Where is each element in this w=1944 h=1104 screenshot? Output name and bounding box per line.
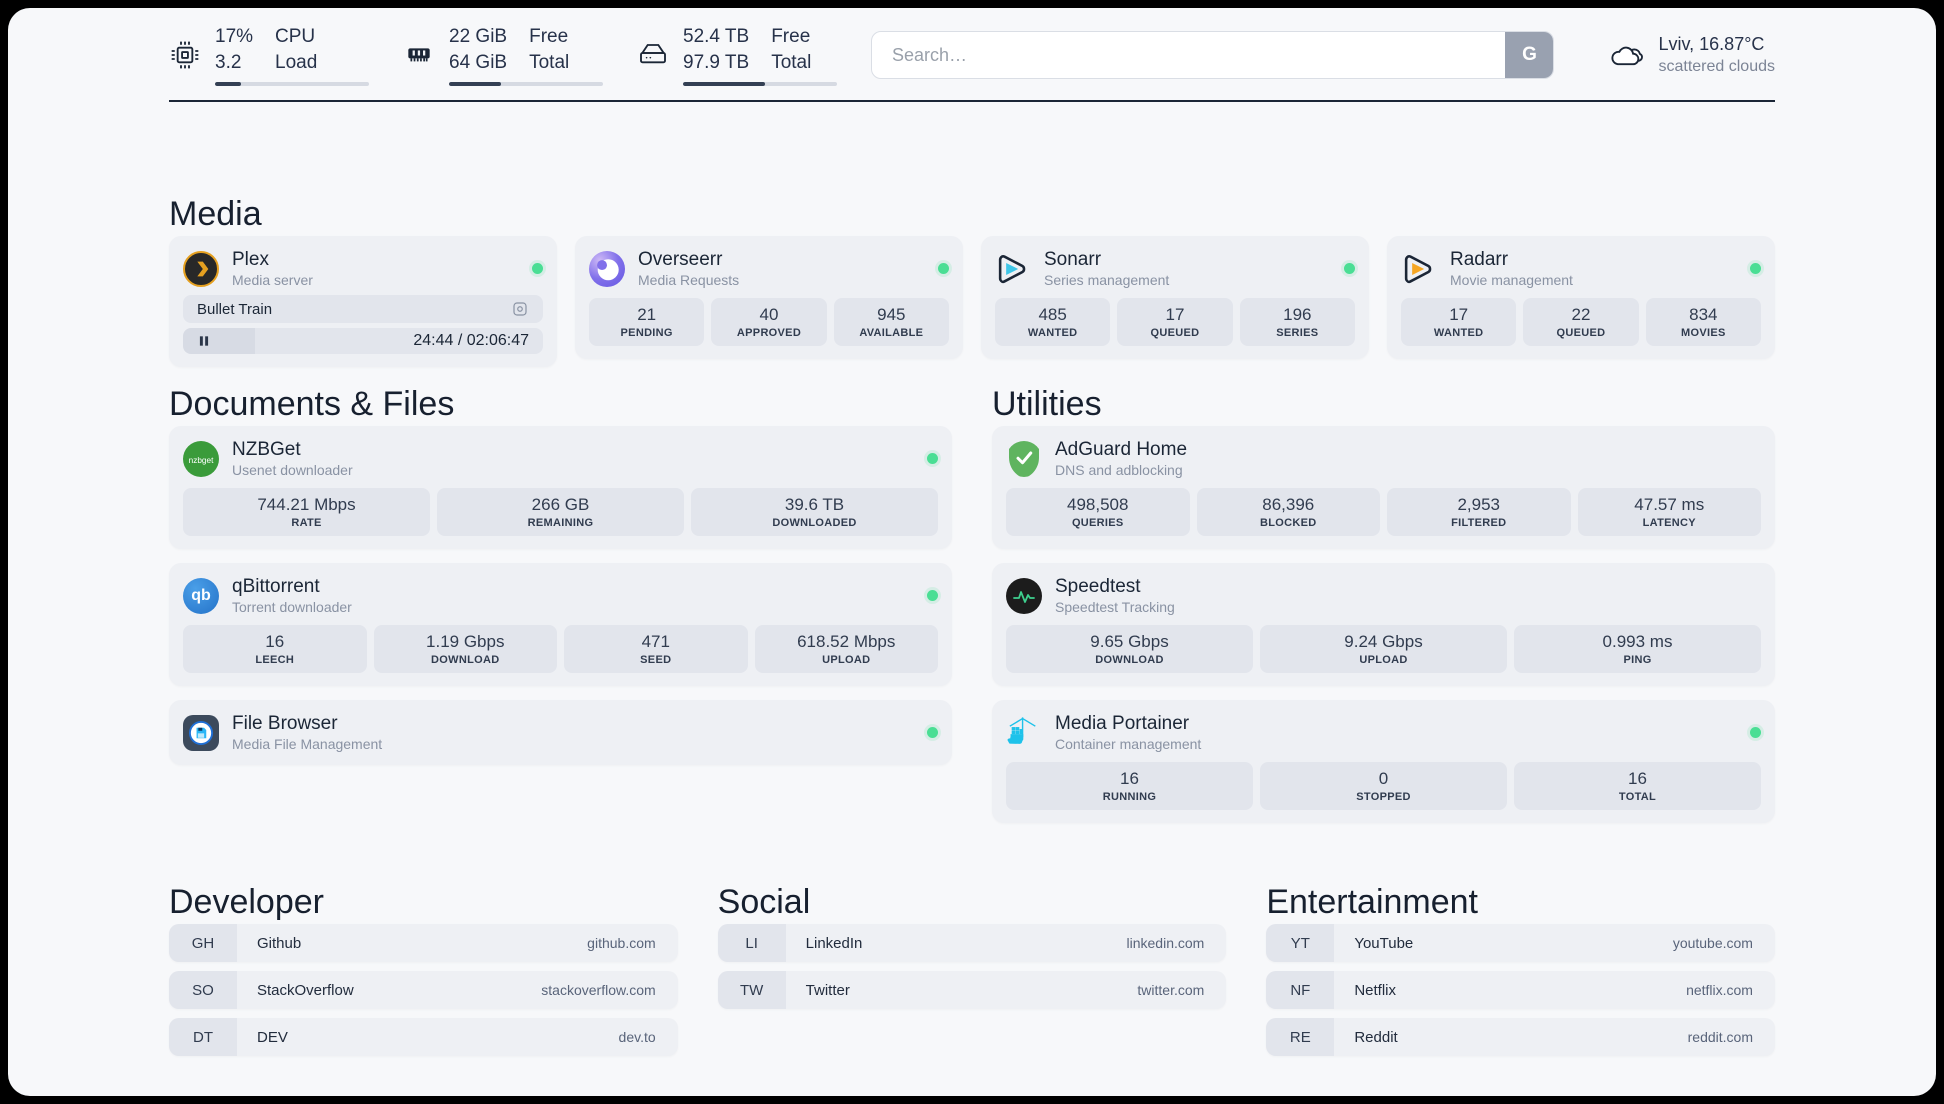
svg-text:nzbget: nzbget xyxy=(189,455,214,464)
